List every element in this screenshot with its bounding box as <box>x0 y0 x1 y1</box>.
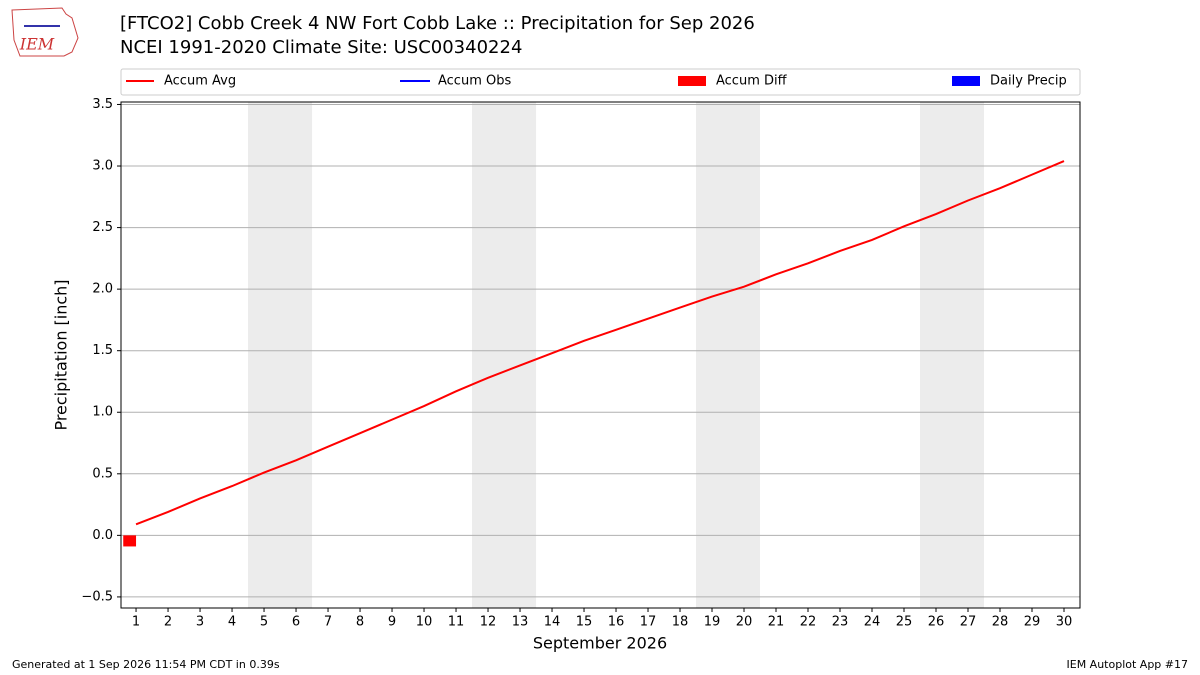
legend-box <box>120 68 1081 96</box>
x-tick-label: 25 <box>896 615 913 630</box>
weekend-band <box>280 102 313 608</box>
x-tick-label: 24 <box>864 615 881 630</box>
plot-frame <box>120 101 1081 609</box>
x-tick-label: 16 <box>608 615 625 630</box>
x-tick-label: 11 <box>448 615 465 630</box>
y-axis-label: Precipitation [inch] <box>52 279 71 430</box>
x-tick-label: 7 <box>324 615 332 630</box>
x-tick-label: 22 <box>800 615 817 630</box>
x-tick-label: 29 <box>1024 615 1041 630</box>
x-axis-label: September 2026 <box>533 634 667 653</box>
y-tick-label: 1.0 <box>92 405 113 420</box>
x-tick-label: 15 <box>576 615 593 630</box>
weekend-band <box>248 102 281 608</box>
x-tick-label: 26 <box>928 615 945 630</box>
footer-right: IEM Autoplot App #17 <box>1067 658 1189 671</box>
legend-label: Accum Obs <box>438 74 511 89</box>
chart-subtitle: NCEI 1991-2020 Climate Site: USC00340224 <box>120 37 522 58</box>
x-tick-label: 13 <box>512 615 529 630</box>
x-tick-label: 4 <box>228 615 236 630</box>
x-tick-label: 3 <box>196 615 204 630</box>
x-tick-label: 5 <box>260 615 268 630</box>
x-tick-label: 19 <box>704 615 721 630</box>
x-tick-label: 30 <box>1056 615 1073 630</box>
logo-text: IEM <box>19 35 55 54</box>
weekend-band <box>920 102 953 608</box>
series-line <box>135 160 1065 526</box>
chart-title: [FTCO2] Cobb Creek 4 NW Fort Cobb Lake :… <box>120 13 755 34</box>
y-tick-label: 1.5 <box>92 343 113 358</box>
x-tick-label: 10 <box>416 615 433 630</box>
weekend-band <box>952 102 985 608</box>
legend-label: Daily Precip <box>990 74 1067 89</box>
x-tick-label: 14 <box>544 615 561 630</box>
weekend-band <box>728 102 761 608</box>
y-tick-label: 0.5 <box>92 466 113 481</box>
y-tick-label: 0.0 <box>92 528 113 543</box>
x-tick-label: 2 <box>164 615 172 630</box>
x-tick-label: 17 <box>640 615 657 630</box>
x-tick-label: 27 <box>960 615 977 630</box>
x-tick-label: 12 <box>480 615 497 630</box>
legend-swatch <box>952 76 980 86</box>
y-tick-label: 2.0 <box>92 282 113 297</box>
footer-left: Generated at 1 Sep 2026 11:54 PM CDT in … <box>12 658 280 671</box>
y-tick-label: 3.0 <box>92 159 113 174</box>
y-tick-label: −0.5 <box>81 589 113 604</box>
legend-label: Accum Avg <box>164 74 236 89</box>
x-tick-label: 18 <box>672 615 689 630</box>
x-tick-label: 9 <box>388 615 396 630</box>
x-tick-label: 21 <box>768 615 785 630</box>
x-tick-label: 28 <box>992 615 1009 630</box>
x-tick-label: 6 <box>292 615 300 630</box>
x-tick-label: 8 <box>356 615 364 630</box>
legend-label: Accum Diff <box>716 74 788 89</box>
legend-swatch <box>678 76 706 86</box>
x-tick-label: 20 <box>736 615 753 630</box>
y-tick-label: 3.5 <box>92 97 113 112</box>
weekend-band <box>504 102 537 608</box>
x-tick-label: 23 <box>832 615 849 630</box>
logo: IEM <box>11 7 79 57</box>
y-tick-label: 2.5 <box>92 220 113 235</box>
weekend-band <box>696 102 729 608</box>
weekend-band <box>472 102 505 608</box>
bar <box>123 535 137 547</box>
x-tick-label: 1 <box>132 615 140 630</box>
